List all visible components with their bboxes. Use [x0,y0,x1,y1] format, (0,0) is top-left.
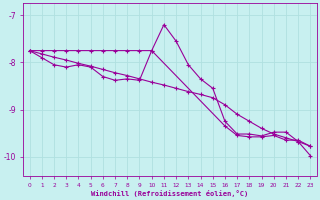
X-axis label: Windchill (Refroidissement éolien,°C): Windchill (Refroidissement éolien,°C) [92,190,249,197]
